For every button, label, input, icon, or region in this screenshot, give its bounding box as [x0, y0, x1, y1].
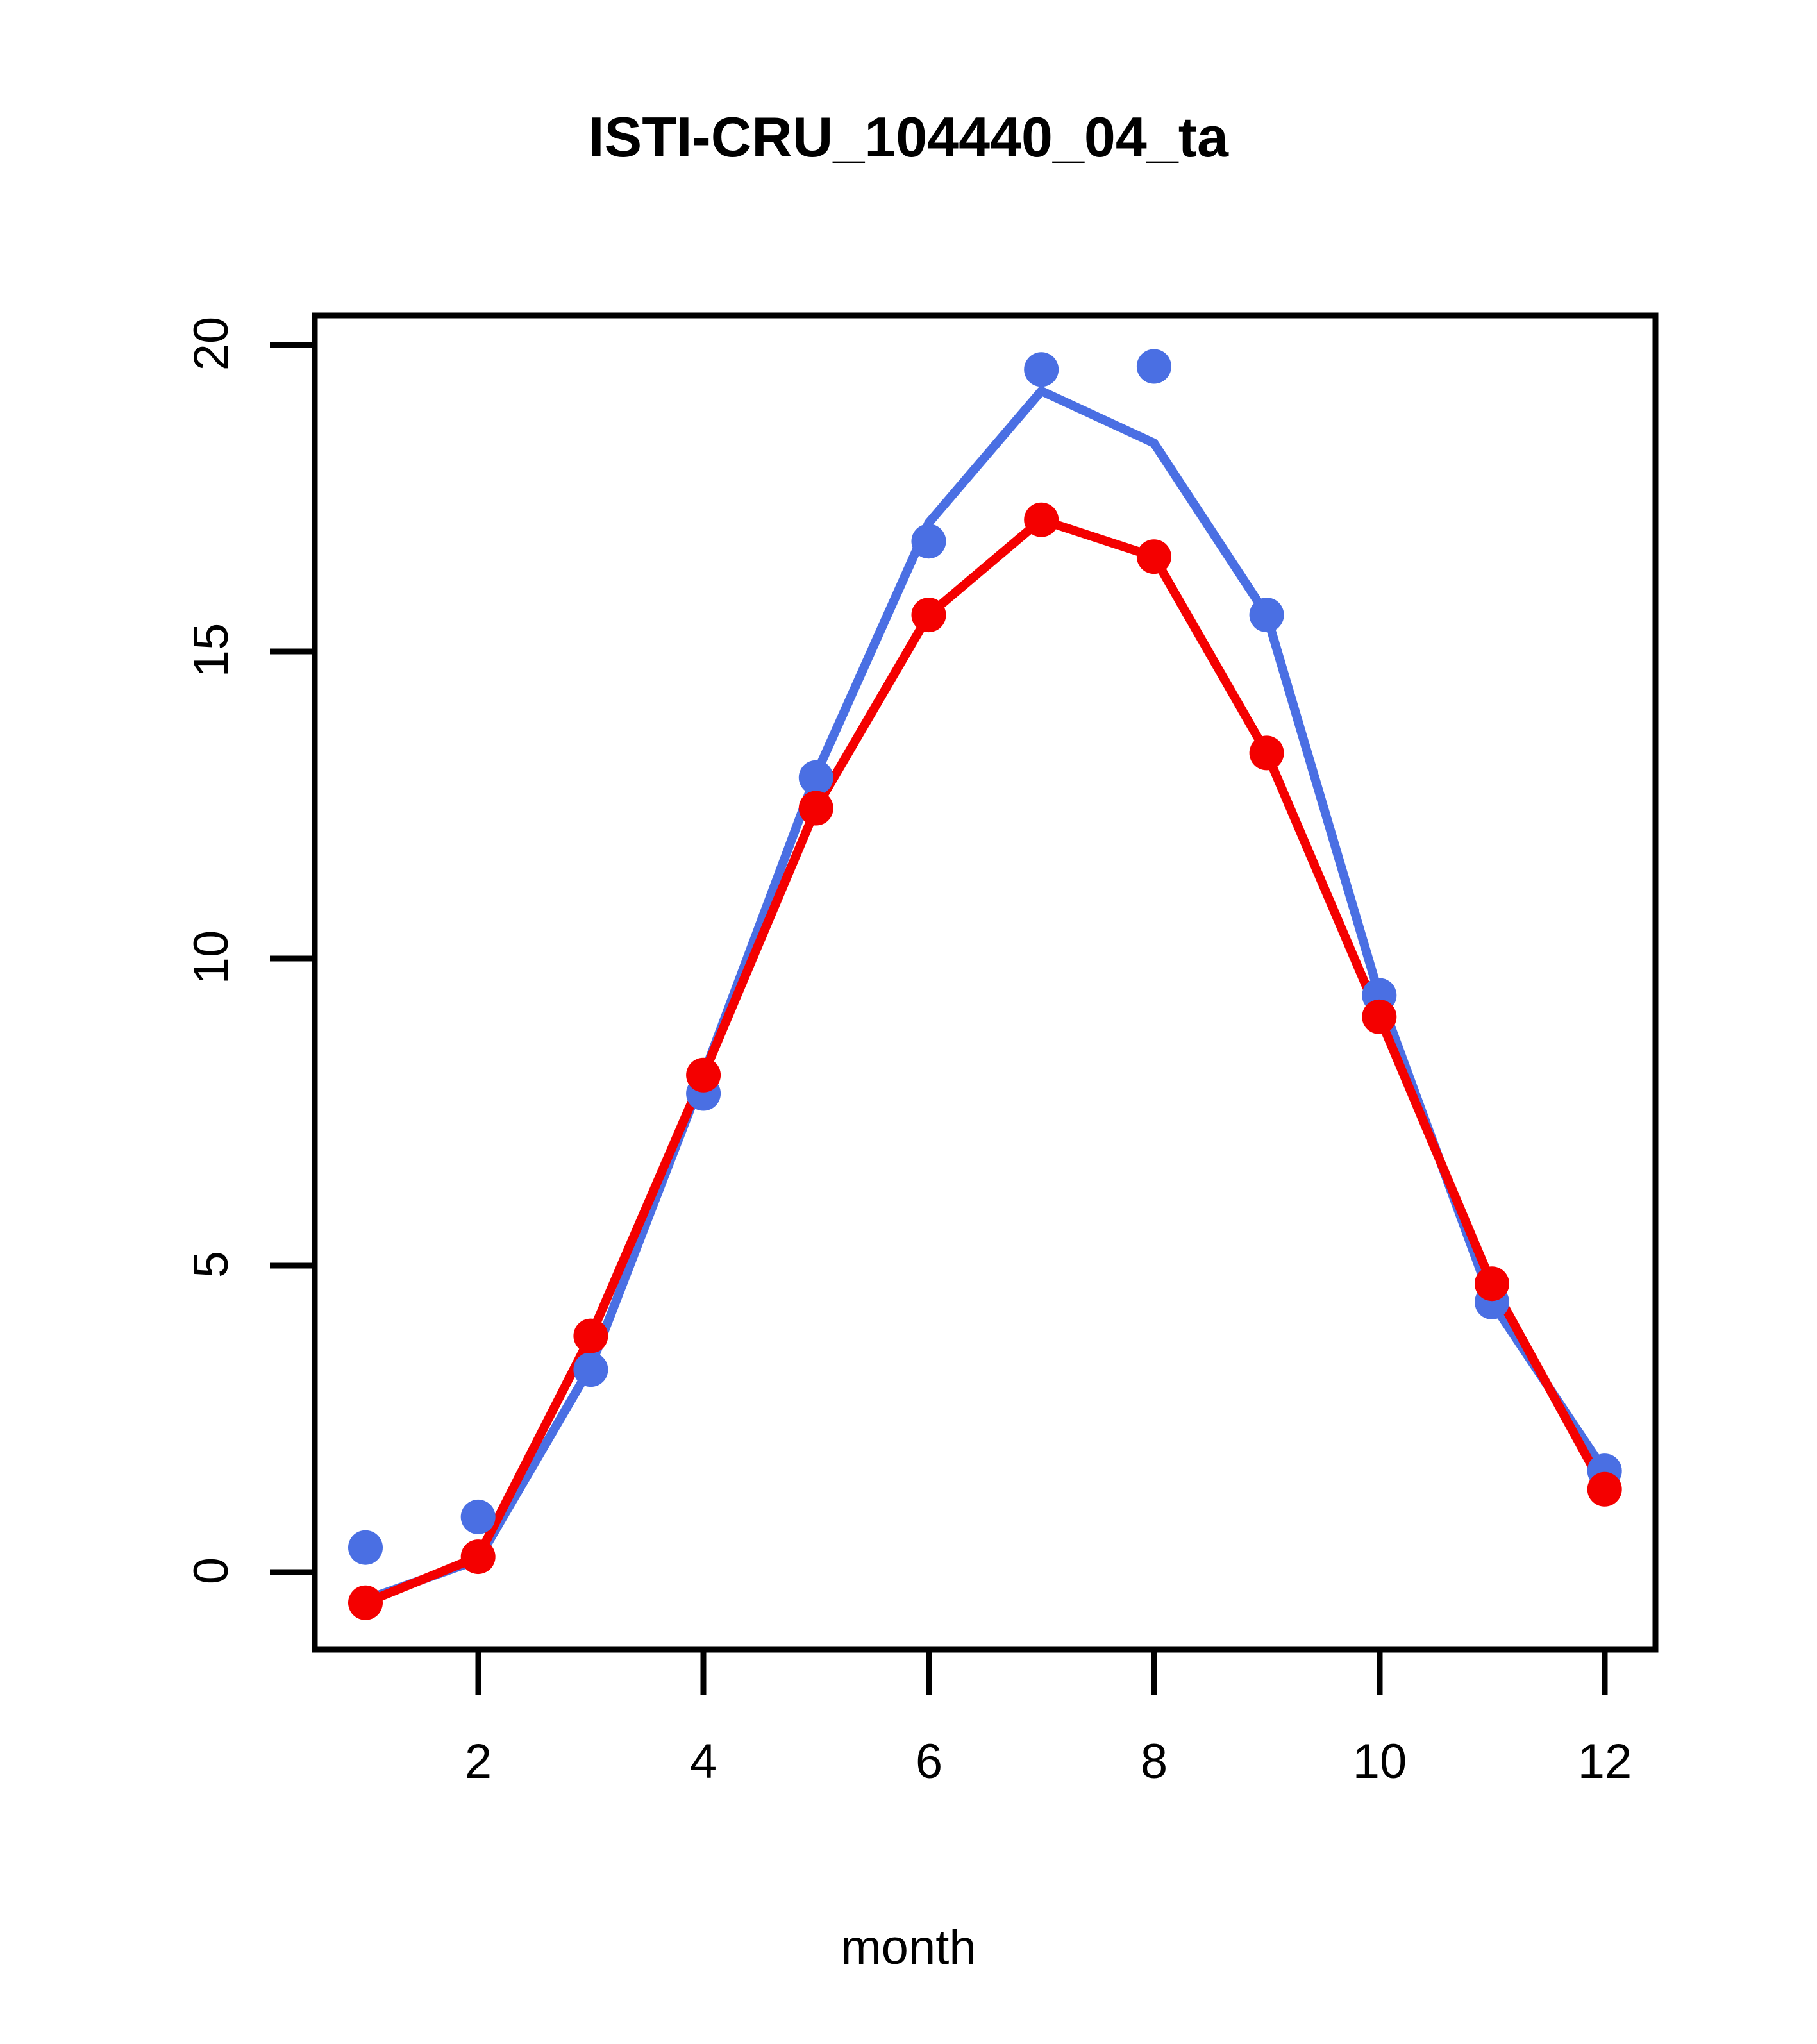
x-tick-label-4: 4: [689, 1734, 717, 1789]
series-line-isti: [361, 386, 1609, 1605]
data-point-isti-3: [573, 1352, 608, 1387]
x-axis-title: month: [841, 1920, 976, 1975]
page-title: ISTI-CRU_104440_04_ta: [589, 105, 1228, 169]
data-point-cru-11: [1475, 1266, 1509, 1302]
data-point-cru-7: [1024, 502, 1059, 537]
y-axis-ticks: [270, 342, 315, 1575]
x-tick-label-2: 2: [464, 1734, 492, 1789]
data-point-cru-12: [1587, 1471, 1622, 1507]
y-tick-label-5: 5: [184, 1250, 239, 1278]
x-tick-label-8: 8: [1140, 1734, 1168, 1789]
data-point-cru-10: [1362, 999, 1397, 1034]
x-tick-label-10: 10: [1352, 1734, 1407, 1789]
x-axis-ticks: [475, 1650, 1608, 1695]
x-tick-label-6: 6: [915, 1734, 943, 1789]
data-point-cru-8: [1136, 539, 1171, 574]
data-point-isti-9: [1249, 598, 1284, 633]
data-point-isti-5: [798, 760, 833, 795]
data-point-isti-8: [1136, 349, 1171, 384]
data-point-isti-1: [348, 1530, 383, 1565]
y-tick-label-15: 15: [184, 623, 239, 678]
y-tick-label-10: 10: [184, 930, 239, 985]
y-tick-label-0: 0: [184, 1557, 239, 1585]
data-point-cru-5: [798, 791, 833, 826]
data-point-isti-6: [911, 524, 946, 559]
data-point-isti-7: [1024, 352, 1059, 387]
series-line-cru: [361, 515, 1609, 1607]
data-point-cru-2: [460, 1539, 496, 1575]
data-point-cru-4: [686, 1057, 721, 1093]
data-point-cru-3: [573, 1318, 608, 1353]
x-tick-label-12: 12: [1577, 1734, 1632, 1789]
plot-frame: [312, 312, 1659, 1653]
data-point-cru-1: [348, 1585, 383, 1620]
data-point-cru-9: [1249, 735, 1284, 771]
data-point-isti-2: [460, 1499, 496, 1534]
data-point-cru-6: [911, 598, 946, 633]
plot-border: [312, 312, 1659, 1653]
data-series-layer: [348, 349, 1622, 1620]
y-tick-label-20: 20: [184, 316, 239, 371]
